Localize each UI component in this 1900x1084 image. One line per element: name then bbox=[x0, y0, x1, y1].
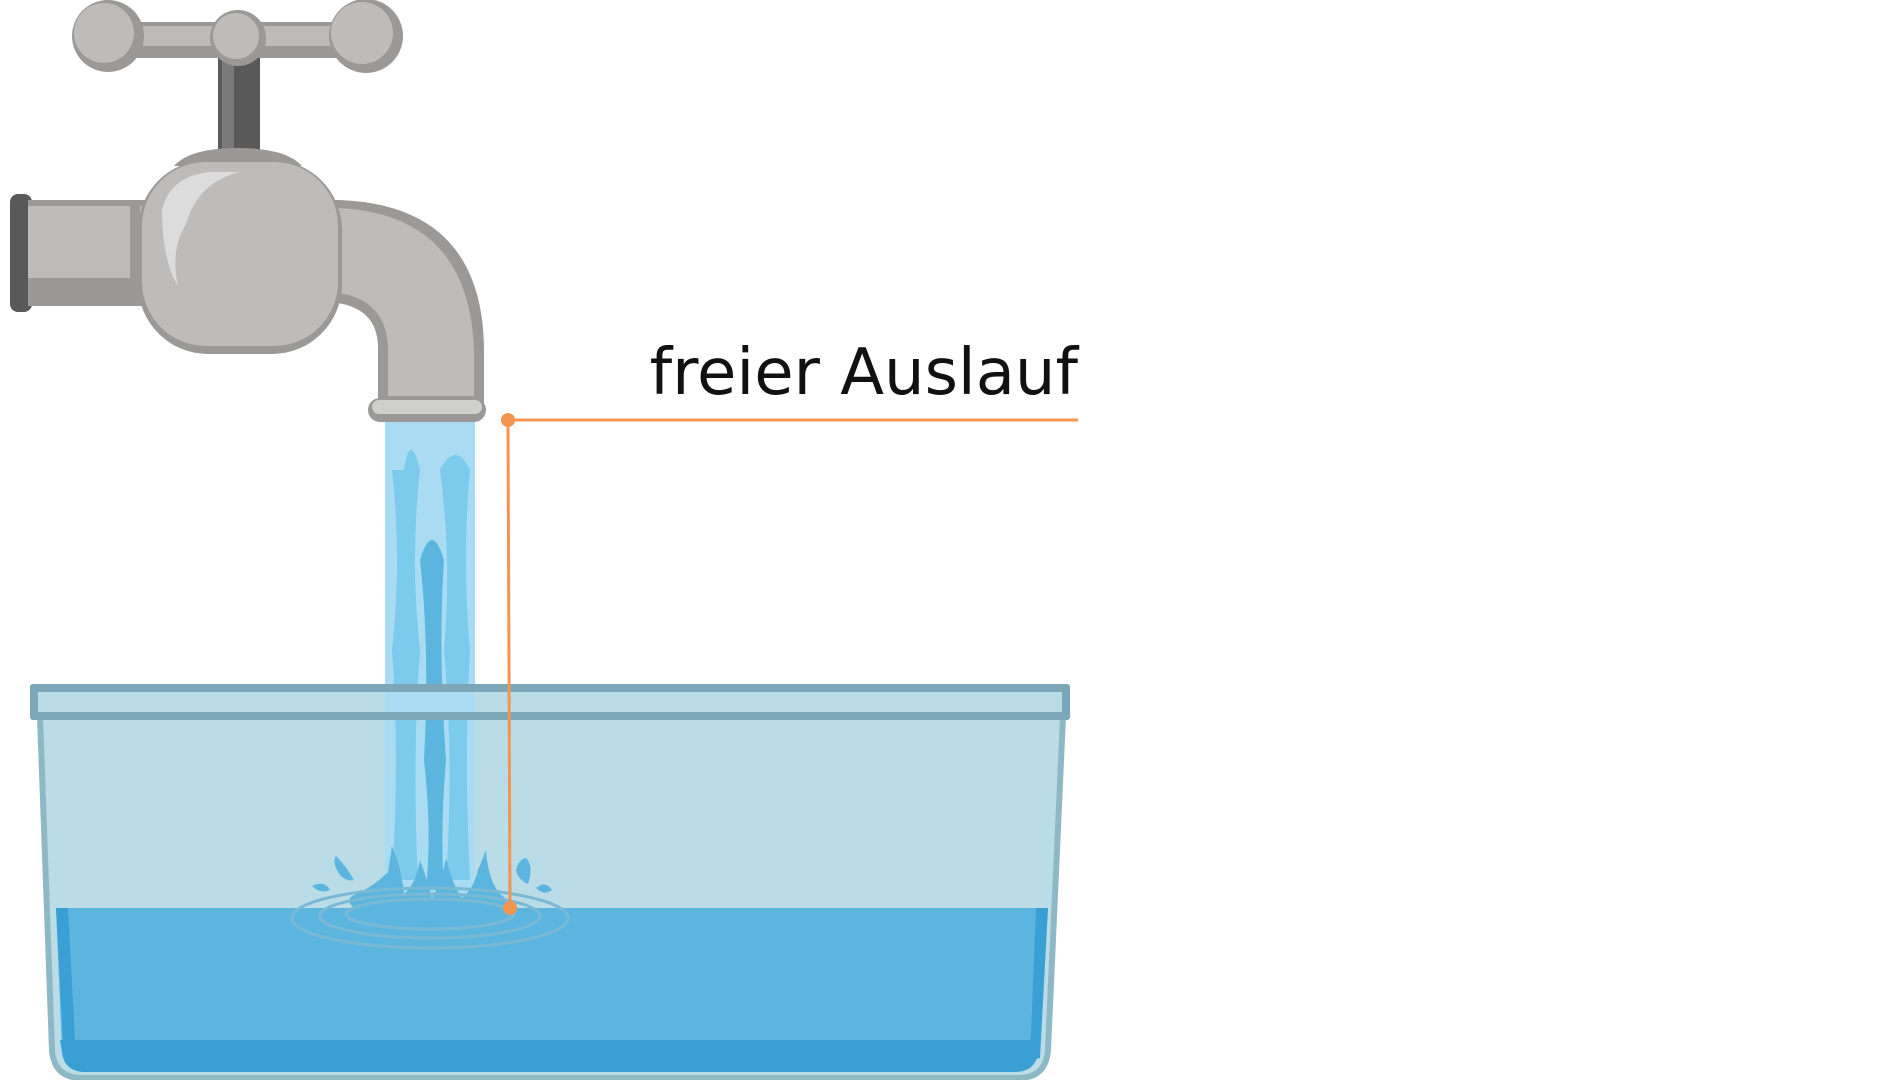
stream-flow-left bbox=[392, 450, 420, 880]
faucet bbox=[10, 0, 486, 422]
faucet-spout bbox=[320, 208, 474, 396]
basin-rim-highlight bbox=[38, 692, 1062, 712]
basin-rim bbox=[30, 684, 1070, 720]
faucet-inlet-ring bbox=[130, 200, 140, 306]
basin-water-edge-right bbox=[1030, 908, 1048, 1060]
ripple bbox=[344, 897, 516, 931]
ripple bbox=[290, 886, 570, 950]
splash-droplet bbox=[516, 858, 531, 884]
faucet-valve-highlight bbox=[162, 172, 240, 286]
faucet-handle-knob-left bbox=[74, 3, 134, 63]
splash-droplet bbox=[334, 856, 354, 881]
air-gap-marker-bottom bbox=[503, 901, 517, 915]
stream-flow-right bbox=[440, 455, 470, 880]
faucet-stem-highlight bbox=[222, 48, 234, 158]
air-gap-vertical-line bbox=[506, 419, 512, 909]
water-basin bbox=[36, 714, 1067, 1081]
ripple bbox=[318, 892, 542, 940]
faucet-nozzle bbox=[372, 400, 482, 414]
air-gap-annotation: freier Auslauf bbox=[501, 336, 1079, 915]
stream-through-rim bbox=[385, 692, 475, 712]
splash-droplet bbox=[536, 884, 552, 893]
basin-water-deep bbox=[60, 1040, 1040, 1072]
faucet-handle-knob-right bbox=[331, 2, 393, 64]
air-gap-label: freier Auslauf bbox=[650, 336, 1080, 410]
air-gap-marker-top bbox=[501, 413, 515, 427]
faucet-handle-hub bbox=[213, 13, 259, 59]
faucet-wall-flange bbox=[10, 194, 32, 312]
basin-water-edge-left bbox=[56, 908, 76, 1060]
basin-water bbox=[56, 908, 1048, 1072]
splash-droplet bbox=[312, 883, 330, 892]
